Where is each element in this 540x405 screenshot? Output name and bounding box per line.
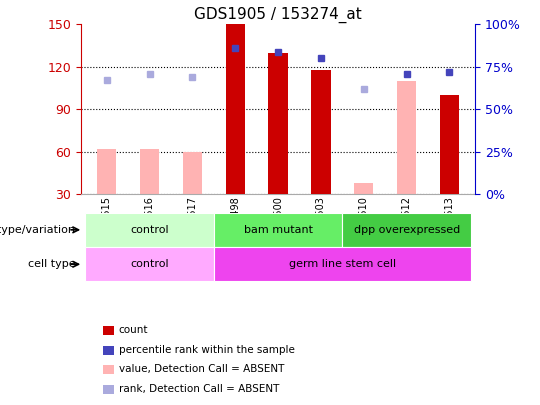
Bar [397, 81, 416, 194]
Bar [342, 213, 471, 247]
Text: rank, Detection Call = ABSENT: rank, Detection Call = ABSENT [119, 384, 279, 394]
Text: value, Detection Call = ABSENT: value, Detection Call = ABSENT [119, 364, 284, 375]
Bar [214, 247, 471, 281]
Bar [85, 213, 214, 247]
Text: cell type: cell type [28, 259, 76, 269]
Bar [214, 213, 342, 247]
Bar [140, 149, 159, 194]
Bar [226, 24, 245, 194]
Bar [85, 247, 214, 281]
Text: bam mutant: bam mutant [244, 225, 313, 235]
Bar [97, 149, 116, 194]
Title: GDS1905 / 153274_at: GDS1905 / 153274_at [194, 7, 362, 23]
Bar [440, 95, 459, 194]
Text: genotype/variation: genotype/variation [0, 225, 76, 235]
Bar [183, 152, 202, 194]
Text: count: count [119, 325, 148, 335]
Text: control: control [130, 225, 169, 235]
Bar [311, 70, 330, 194]
Text: germ line stem cell: germ line stem cell [289, 259, 396, 269]
Text: dpp overexpressed: dpp overexpressed [354, 225, 460, 235]
Bar [268, 53, 288, 194]
Bar [354, 183, 374, 194]
Text: control: control [130, 259, 169, 269]
Text: percentile rank within the sample: percentile rank within the sample [119, 345, 295, 355]
